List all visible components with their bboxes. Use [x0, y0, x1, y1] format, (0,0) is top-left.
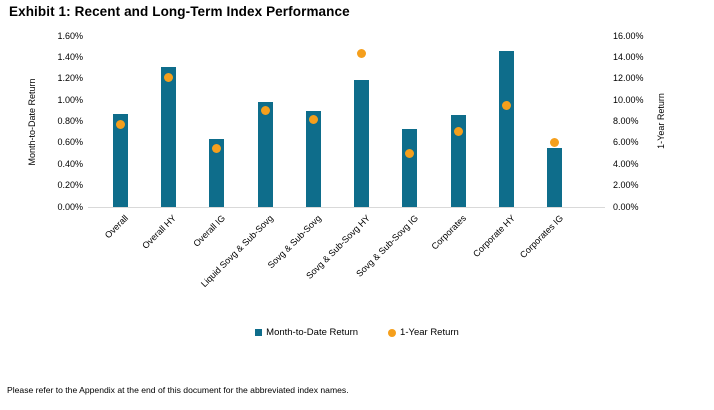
legend: Month-to-Date Return 1-Year Return — [0, 327, 714, 338]
dot-1-year-1 — [115, 120, 125, 130]
right-axis-tick-label: 10.00% — [613, 94, 644, 105]
right-axis-tick-label: 14.00% — [613, 51, 644, 62]
dot-1-year-6 — [357, 48, 367, 58]
left-axis-tick-label: 1.60% — [57, 30, 83, 41]
left-axis-tick-label: 0.80% — [57, 116, 83, 126]
left-axis-tick-label: 0.20% — [57, 180, 83, 191]
bar-series-swatch-icon — [255, 329, 263, 336]
bar-month-to-date-8 — [450, 115, 466, 207]
footnote-line: Please refer to the Appendix at the end … — [7, 385, 349, 396]
dot-1-year-10 — [550, 138, 560, 148]
right-axis-tick-label: 12.00% — [613, 73, 644, 84]
chart-title: Exhibit 1: Recent and Long-Term Index Pe… — [9, 4, 350, 19]
left-axis-tick-label: 0.40% — [57, 158, 83, 169]
right-axis-tick-label: 16.00% — [613, 30, 644, 41]
right-axis-tick-label: 6.00% — [613, 137, 639, 148]
bar-month-to-date-10 — [547, 148, 563, 207]
left-axis-tick-label: 1.20% — [57, 73, 83, 84]
bar-month-to-date-7 — [402, 128, 418, 207]
dot-1-year-5 — [308, 114, 318, 124]
legend-label-month-to-date: Month-to-Date Return — [266, 327, 359, 338]
bar-month-to-date-9 — [499, 50, 515, 207]
right-axis-tick-label: 4.00% — [613, 158, 639, 169]
bar-month-to-date-5 — [305, 110, 321, 207]
dot-1-year-9 — [502, 100, 512, 110]
right-axis-tick-label: 2.00% — [613, 180, 639, 191]
x-axis-line — [88, 207, 605, 208]
left-axis-tick-label: 0.60% — [57, 137, 83, 148]
dot-1-year-7 — [405, 149, 415, 159]
left-axis-tick-label: 0.00% — [57, 201, 83, 212]
bar-month-to-date-3 — [209, 138, 225, 207]
bar-month-to-date-4 — [257, 102, 273, 207]
dot-1-year-3 — [212, 143, 222, 153]
left-axis-tick-label: 1.40% — [57, 51, 83, 62]
legend-item-1-year: 1-Year Return — [388, 327, 459, 338]
footnotes: Please refer to the Appendix at the end … — [7, 359, 711, 410]
right-axis-tick-label: 8.00% — [613, 116, 639, 126]
dot-1-year-4 — [260, 106, 270, 116]
left-axis-tick-label: 1.00% — [57, 94, 83, 105]
bar-month-to-date-2 — [160, 66, 176, 207]
dot-1-year-2 — [163, 73, 173, 83]
legend-label-1-year: 1-Year Return — [400, 327, 459, 338]
dot-1-year-8 — [453, 126, 463, 136]
legend-item-month-to-date: Month-to-Date Return — [255, 327, 358, 338]
bar-month-to-date-1 — [112, 114, 128, 207]
right-axis-tick-label: 0.00% — [613, 201, 639, 212]
bar-month-to-date-6 — [354, 79, 370, 207]
dot-series-swatch-icon — [388, 328, 397, 337]
